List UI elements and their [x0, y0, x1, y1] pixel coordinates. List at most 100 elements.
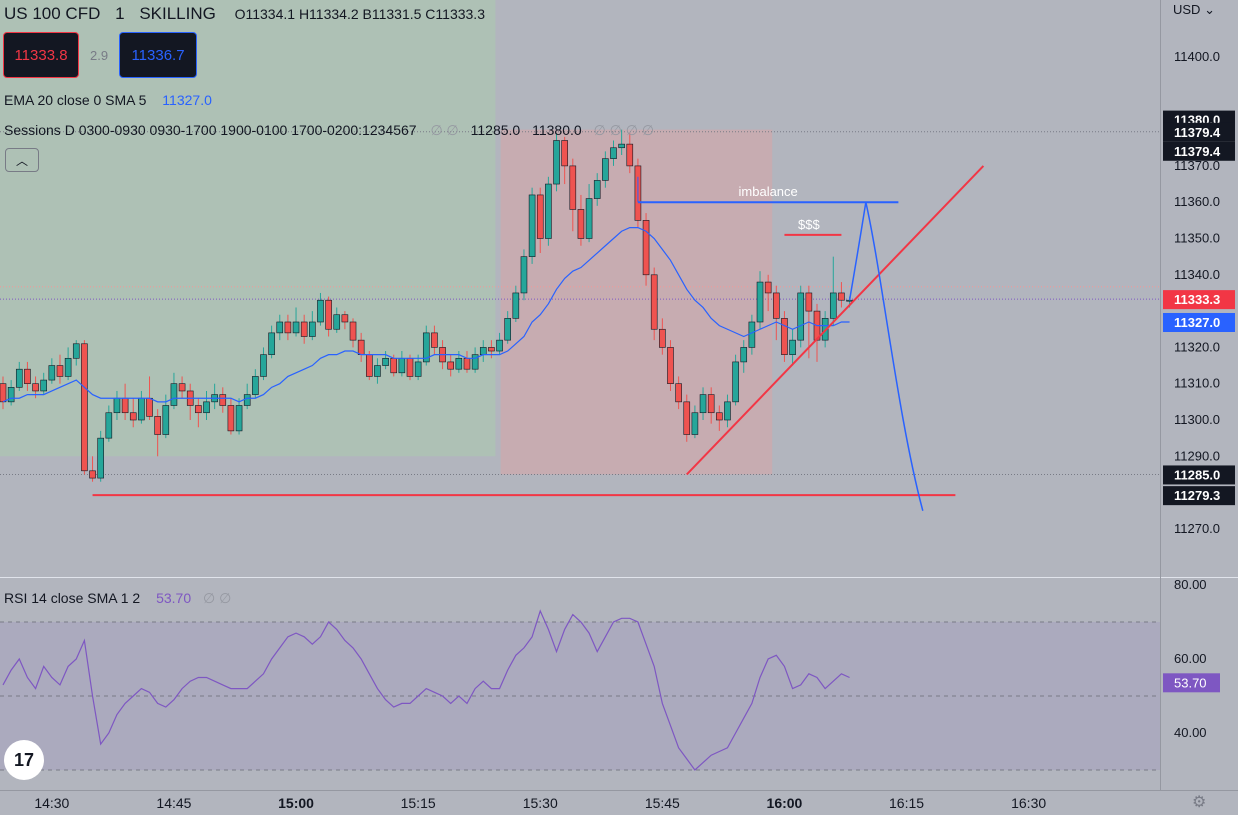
candle-body[interactable]: [81, 343, 88, 472]
candle-body[interactable]: [357, 339, 365, 355]
candle-body[interactable]: [422, 332, 430, 363]
interval-label[interactable]: 1: [115, 4, 125, 23]
candle-body[interactable]: [496, 339, 503, 352]
candle-body[interactable]: [764, 281, 772, 294]
candle-body[interactable]: [89, 470, 96, 479]
candle-body[interactable]: [699, 394, 707, 414]
candle-body[interactable]: [349, 321, 357, 341]
candle-body[interactable]: [707, 394, 715, 414]
candle-body[interactable]: [113, 397, 121, 414]
candle-body[interactable]: [772, 292, 780, 319]
candle-body[interactable]: [667, 347, 674, 384]
candle-body[interactable]: [414, 361, 422, 377]
candle-body[interactable]: [268, 332, 275, 355]
ema-line[interactable]: [2, 227, 850, 403]
candle-body[interactable]: [431, 332, 438, 348]
candle-body[interactable]: [365, 354, 373, 377]
candle-body[interactable]: [252, 376, 259, 395]
candle-body[interactable]: [325, 299, 332, 330]
candle-body[interactable]: [569, 165, 577, 210]
candle-body[interactable]: [838, 292, 845, 301]
candle-body[interactable]: [488, 347, 495, 352]
candle-body[interactable]: [32, 383, 39, 392]
sell-price-button[interactable]: 11333.8: [3, 32, 79, 78]
candle-body[interactable]: [235, 405, 243, 432]
candle-body[interactable]: [691, 412, 699, 435]
candle-body[interactable]: [797, 292, 805, 341]
candle-body[interactable]: [300, 321, 308, 337]
candle-body[interactable]: [626, 143, 634, 167]
candle-body[interactable]: [374, 365, 381, 377]
candle-body[interactable]: [382, 357, 389, 366]
candle-body[interactable]: [317, 299, 324, 323]
candle-body[interactable]: [447, 361, 455, 370]
candle-body[interactable]: [724, 401, 731, 421]
candle-body[interactable]: [846, 299, 853, 302]
candle-body[interactable]: [219, 394, 227, 406]
candle-body[interactable]: [129, 412, 137, 421]
imbalance-label[interactable]: imbalance: [739, 184, 798, 199]
candle-body[interactable]: [577, 209, 585, 239]
candle-body[interactable]: [618, 143, 625, 149]
candle-body[interactable]: [146, 397, 153, 417]
candle-body[interactable]: [528, 194, 536, 257]
candle-body[interactable]: [7, 387, 15, 403]
candle-body[interactable]: [585, 198, 593, 239]
candle-body[interactable]: [341, 314, 349, 323]
candle-body[interactable]: [178, 383, 186, 392]
buy-price-button[interactable]: 11336.7: [119, 32, 197, 78]
candle-body[interactable]: [561, 140, 568, 167]
candle-body[interactable]: [732, 361, 739, 403]
candle-body[interactable]: [455, 357, 463, 370]
candle-body[interactable]: [97, 437, 104, 479]
candle-body[interactable]: [659, 328, 666, 348]
candle-body[interactable]: [40, 379, 48, 392]
candle-body[interactable]: [64, 357, 72, 377]
candle-body[interactable]: [309, 321, 316, 337]
candle-body[interactable]: [203, 401, 210, 414]
candle-body[interactable]: [0, 383, 7, 403]
candle-body[interactable]: [292, 321, 300, 334]
candle-body[interactable]: [48, 365, 56, 381]
candle-body[interactable]: [756, 281, 764, 323]
candle-body[interactable]: [463, 357, 471, 370]
candle-body[interactable]: [683, 401, 691, 435]
sessions-legend[interactable]: Sessions D 0300-0930 0930-1700 1900-0100…: [4, 122, 654, 139]
candle-body[interactable]: [398, 357, 406, 374]
candle-body[interactable]: [24, 368, 31, 384]
candle-body[interactable]: [227, 405, 235, 432]
candle-body[interactable]: [471, 354, 479, 370]
candle-body[interactable]: [675, 383, 682, 403]
tradingview-logo-icon[interactable]: 17: [4, 740, 44, 780]
candle-body[interactable]: [748, 321, 756, 348]
candle-body[interactable]: [602, 158, 609, 181]
candle-body[interactable]: [536, 194, 544, 239]
candle-body[interactable]: [504, 318, 511, 341]
candle-body[interactable]: [520, 256, 528, 294]
symbol-name[interactable]: US 100 CFD: [4, 4, 101, 23]
candle-body[interactable]: [479, 347, 487, 355]
candle-body[interactable]: [15, 368, 23, 388]
rsi-legend[interactable]: RSI 14 close SMA 1 2 53.70 ∅ ∅: [4, 590, 231, 607]
candle-body[interactable]: [805, 292, 813, 312]
candle-body[interactable]: [276, 321, 284, 334]
candle-body[interactable]: [154, 416, 161, 435]
candle-body[interactable]: [333, 314, 341, 330]
candle-body[interactable]: [195, 405, 202, 414]
liquidity-label[interactable]: $$$: [798, 217, 820, 232]
candle-body[interactable]: [105, 412, 113, 439]
collapse-legend-button[interactable]: ︿: [5, 148, 39, 172]
gear-icon[interactable]: ⚙: [1192, 794, 1207, 811]
candle-body[interactable]: [610, 147, 617, 159]
candle-body[interactable]: [650, 274, 658, 330]
candle-body[interactable]: [740, 347, 748, 363]
candle-body[interactable]: [553, 140, 560, 185]
candle-body[interactable]: [260, 354, 267, 377]
candle-body[interactable]: [56, 365, 64, 377]
candle-body[interactable]: [170, 383, 178, 406]
symbol-title[interactable]: US 100 CFD 1 SKILLING O11334.1 H11334.2 …: [4, 4, 485, 24]
candle-body[interactable]: [284, 321, 292, 334]
ema-legend[interactable]: EMA 20 close 0 SMA 5 11327.0: [4, 92, 212, 108]
candle-body[interactable]: [642, 220, 650, 276]
